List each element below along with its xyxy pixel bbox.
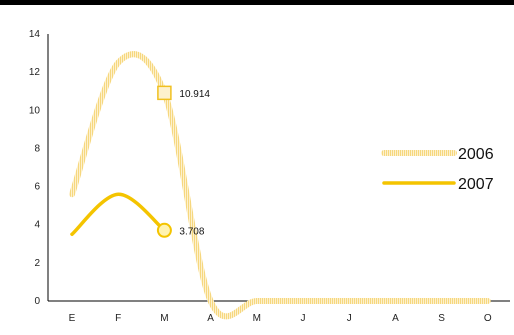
marker-2006 [157,85,172,101]
y-tick-label: 4 [34,220,40,231]
y-tick-label: 10 [29,105,41,116]
top-bar [0,0,514,5]
x-tick-label: M [253,313,261,324]
x-tick-label: M [160,313,168,324]
y-tick-label: 0 [34,296,40,307]
x-tick-label: O [484,313,492,324]
x-tick-label: E [69,313,76,324]
x-tick-label: A [207,313,214,324]
y-tick-label: 14 [29,29,41,40]
legend-label-2006: 2006 [458,146,494,163]
series-layer: 10.914 3.708 [69,51,491,320]
y-tick-label: 6 [34,182,40,193]
marker-2007 [156,222,172,238]
series-line-2006 [69,51,491,320]
x-tick-label: J [301,313,306,324]
legend: 2006 2007 [381,146,494,193]
y-tick-label: 12 [29,67,41,78]
y-tick-label: 2 [34,258,40,269]
x-tick-label: A [392,313,399,324]
x-tick-label: F [115,313,121,324]
series-line-2007 [70,192,167,236]
legend-label-2007: 2007 [458,176,494,193]
y-axis: 0 2 4 6 8 10 12 14 [29,29,49,307]
x-tick-label: J [347,313,352,324]
data-label-2007: 3.708 [179,226,204,237]
x-tick-label: S [438,313,445,324]
y-tick-label: 8 [34,143,40,154]
data-label-2006: 10.914 [179,89,210,100]
